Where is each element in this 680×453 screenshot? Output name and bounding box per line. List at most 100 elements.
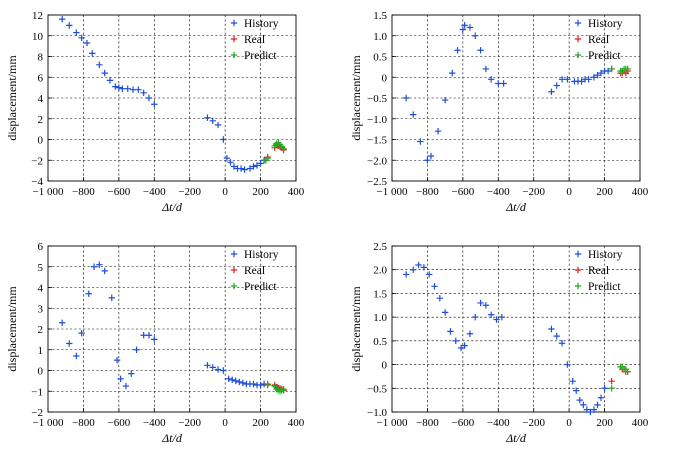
data-point-history [101,69,108,77]
data-point-history [402,271,410,278]
x-axis-label: Δt/d [505,200,527,214]
data-point-history [477,299,484,307]
y-tick-label: 10 [32,31,44,43]
data-point-history [493,316,500,323]
data-point-history [83,39,91,47]
data-point-predict [624,65,631,73]
chart-panel-4: −1 000 −800 −600 −400 −200 0 200 400 −1.0 −0.5 0 0.… [349,241,649,445]
data-point-history [569,377,576,385]
x-tick-label: −400 [487,417,510,429]
x-tick-label: 400 [632,186,649,198]
y-tick-label: 1 [38,345,44,357]
data-point-history [573,387,580,394]
data-point-history [151,336,158,343]
x-tick-label: −800 [416,186,439,198]
data-point-history [241,166,248,173]
data-point-history [452,337,459,345]
data-point-history [482,65,490,73]
x-tick-label: −1 000 [33,417,64,429]
series-predict [608,65,631,75]
data-point-history [58,15,66,23]
data-point-history [590,406,598,413]
x-tick-label: −600 [107,186,130,198]
x-tick-label: −800 [72,417,95,429]
data-point-history [223,154,231,162]
x-tick-label: −800 [72,186,95,198]
data-point-history [66,22,73,29]
y-tick-label: 2 [38,324,44,336]
data-point-history [436,294,444,302]
y-tick-label: 6 [38,241,44,253]
y-tick-label: 2.5 [373,241,387,253]
data-point-history [604,67,612,75]
data-point-history [112,83,119,90]
data-point-predict [280,145,287,153]
data-point-history [449,69,456,77]
data-point-history [488,311,495,318]
y-tick-label: 6 [38,72,44,84]
data-point-real [608,377,615,385]
y-tick-label: 0.5 [373,336,387,348]
series-predict [264,380,287,395]
chart-panel-3: −1 000 −800 −600 −400 −200 0 200 400 −2 −1 0 1 2 3 4 5 6… [5,241,305,445]
data-point-history [454,47,461,54]
series-history [58,261,268,390]
data-point-history [461,22,468,29]
legend-marker-history [230,250,238,258]
data-point-history [590,74,598,81]
y-tick-label: 5 [38,262,44,274]
chart-panel-2: −1 000 −800 −600 −400 −200 0 200 400 −2.5 −2.0 −1.… [349,10,649,214]
data-point-history [227,159,234,166]
legend-label-history: History [588,18,623,30]
data-point-predict [264,380,271,388]
data-point-history [601,385,608,392]
x-tick-label: 0 [222,417,228,429]
y-axis-label: displacement/mm [349,286,363,372]
data-point-history [236,378,243,386]
y-tick-label: −1.0 [367,114,387,126]
x-tick-label: 400 [288,417,305,429]
legend-label-real: Real [588,34,609,46]
data-point-history [96,261,103,268]
data-point-history [482,302,490,309]
x-tick-label: −600 [451,186,474,198]
data-point-history [441,96,449,104]
plot-frame [391,245,641,413]
y-tick-label: 1.0 [373,312,387,324]
x-axis-label: Δt/d [161,431,183,445]
x-tick-label: −200 [178,186,201,198]
y-tick-label: −2.0 [367,155,387,167]
y-tick-label: 1.5 [373,10,387,22]
data-point-history [220,367,227,374]
legend: History Real Predict [574,18,623,62]
data-point-history [420,264,428,271]
legend-marker-predict [230,282,238,290]
series-history [402,261,608,416]
data-point-predict [608,385,615,392]
data-point-history [498,313,506,321]
data-point-history [564,76,571,83]
data-point-history [73,352,80,360]
data-point-history [402,94,410,102]
legend-marker-predict [574,282,582,290]
series-history [58,15,268,173]
data-point-history [417,138,424,145]
y-tick-label: −1.0 [367,407,387,419]
legend-label-predict: Predict [588,281,621,293]
legend: History Real Predict [230,18,279,62]
data-point-history [209,364,216,371]
legend-label-real: Real [244,34,265,46]
y-tick-label: 0 [382,360,388,372]
data-point-history [257,381,264,389]
x-tick-label: 400 [632,417,649,429]
data-point-history [472,32,479,39]
x-tick-label: −800 [416,417,439,429]
data-point-history [220,136,227,143]
y-tick-label: −2 [31,155,43,167]
data-point-history [583,406,591,413]
data-point-history [128,370,135,377]
legend-marker-history [230,19,238,27]
data-point-history [466,24,474,31]
x-axis-label: Δt/d [161,200,183,214]
x-tick-label: −600 [107,417,130,429]
